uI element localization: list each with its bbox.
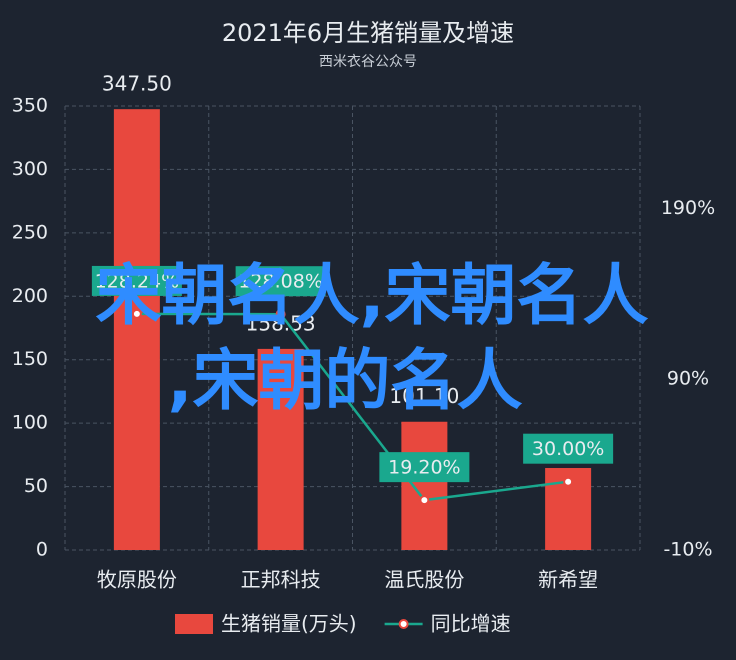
line-point: [563, 476, 574, 487]
line-label-box: [235, 266, 326, 297]
bar-value-label: 101.10: [389, 384, 459, 408]
legend: 生猪销量(万头) 同比增速: [175, 612, 511, 636]
line-value-label: 19.20%: [388, 457, 460, 479]
watermark-text: 宋朝名人,宋朝名人: [95, 257, 648, 334]
plot-area: 0 50 100 150 200 250 300 350 -10% 90% 190% 牧原股份 正邦科技…: [12, 72, 715, 592]
y2-tick-label: -10%: [663, 539, 712, 561]
line: [136, 312, 569, 502]
legend-label: 同比增速: [431, 612, 511, 636]
bar: [113, 109, 160, 551]
x-tick-label: 新希望: [538, 568, 598, 592]
chart-title: 2021年6月生猪销量及增速: [222, 19, 514, 47]
legend-swatch-dot: [398, 619, 409, 629]
line-label-box: [91, 265, 182, 296]
chart-subtitle: 西米衣谷公众号: [319, 54, 417, 70]
bar: [401, 421, 448, 550]
y-tick-label: 250: [12, 221, 48, 243]
y-tick-label: 200: [12, 285, 48, 307]
line-point: [419, 495, 430, 506]
y-tick-label: 50: [24, 475, 48, 497]
x-tick-label: 温氏股份: [384, 568, 464, 592]
y-tick-label: 300: [12, 158, 48, 180]
line-value-label: 128.24%: [95, 270, 180, 292]
bar-value-label: 347.50: [102, 72, 172, 96]
line-point: [131, 308, 142, 319]
y2-tick-label: 190%: [661, 197, 715, 219]
x-tick-label: 牧原股份: [97, 568, 177, 592]
y-tick-label: 100: [12, 412, 48, 434]
watermark-text: ,宋朝的名人: [167, 342, 522, 419]
y-tick-label: 150: [12, 348, 48, 370]
line-label-box: [379, 452, 470, 483]
x-tick-label: 正邦科技: [241, 568, 321, 592]
watermark: 宋朝名人,宋朝名人 ,宋朝的名人: [95, 257, 648, 419]
line-value-label: 30.00%: [532, 438, 604, 460]
legend-label: 生猪销量(万头): [221, 612, 357, 636]
y-tick-label: 0: [36, 539, 48, 561]
legend-swatch: [175, 614, 213, 634]
y2-tick-label: 90%: [667, 368, 709, 390]
line-value-label: 128.08%: [238, 271, 323, 293]
bar: [257, 348, 304, 550]
line-point: [275, 309, 286, 320]
line-label-box: [523, 433, 614, 464]
y-tick-label: 350: [12, 95, 48, 117]
